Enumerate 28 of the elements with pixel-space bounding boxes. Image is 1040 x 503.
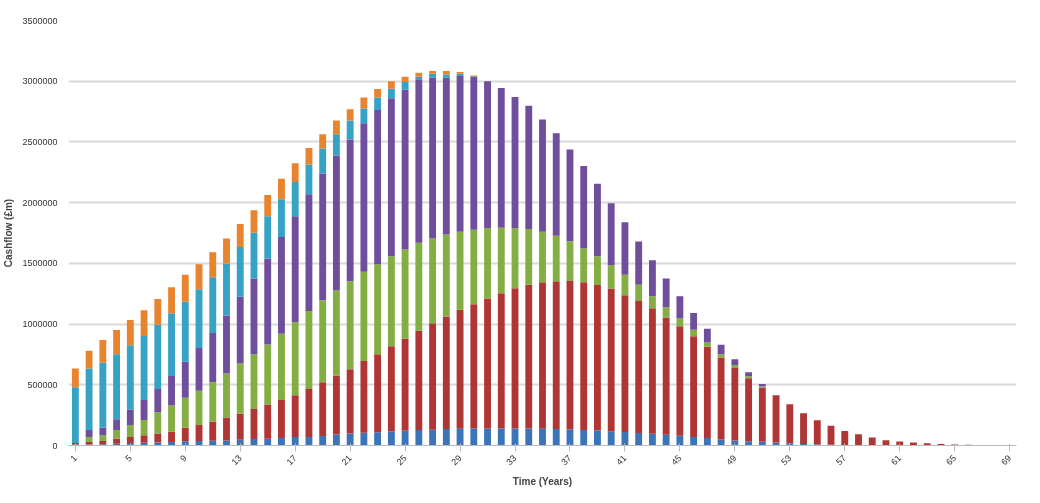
x-tick-label: 9 bbox=[178, 452, 189, 464]
y-tick-label: 3000000 bbox=[22, 76, 58, 87]
x-tick-label: 49 bbox=[724, 452, 739, 468]
x-tick-label: 29 bbox=[449, 452, 464, 468]
x-tick-label: 25 bbox=[394, 452, 409, 468]
x-axis-title: Time (Years) bbox=[512, 475, 573, 487]
x-tick-label: 1 bbox=[68, 452, 79, 464]
y-axis-title: Cashflow (£m) bbox=[3, 198, 15, 268]
x-tick-label: 45 bbox=[669, 452, 684, 468]
x-tick-label: 21 bbox=[339, 452, 354, 468]
x-tick-label: 17 bbox=[284, 452, 299, 468]
x-tick-label: 65 bbox=[944, 452, 959, 468]
x-tick-label: 53 bbox=[779, 452, 794, 468]
y-tick-label: 1000000 bbox=[22, 319, 58, 330]
x-tick-label: 41 bbox=[614, 452, 629, 468]
x-tick-label: 61 bbox=[889, 452, 904, 468]
y-tick-label: 3500000 bbox=[22, 15, 58, 26]
y-tick-label: 2500000 bbox=[22, 136, 58, 147]
y-tick-label: 500000 bbox=[27, 379, 58, 390]
y-tick-label: 1500000 bbox=[22, 258, 58, 269]
y-tick-label: 0 bbox=[52, 440, 58, 451]
x-tick-label: 5 bbox=[123, 452, 134, 464]
x-tick-label: 13 bbox=[229, 452, 244, 468]
x-tick-label: 57 bbox=[834, 452, 849, 468]
x-tick-label: 69 bbox=[999, 452, 1014, 468]
y-tick-label: 2000000 bbox=[22, 197, 58, 208]
x-tick-label: 37 bbox=[559, 452, 574, 468]
x-tick-label: 33 bbox=[504, 452, 519, 468]
